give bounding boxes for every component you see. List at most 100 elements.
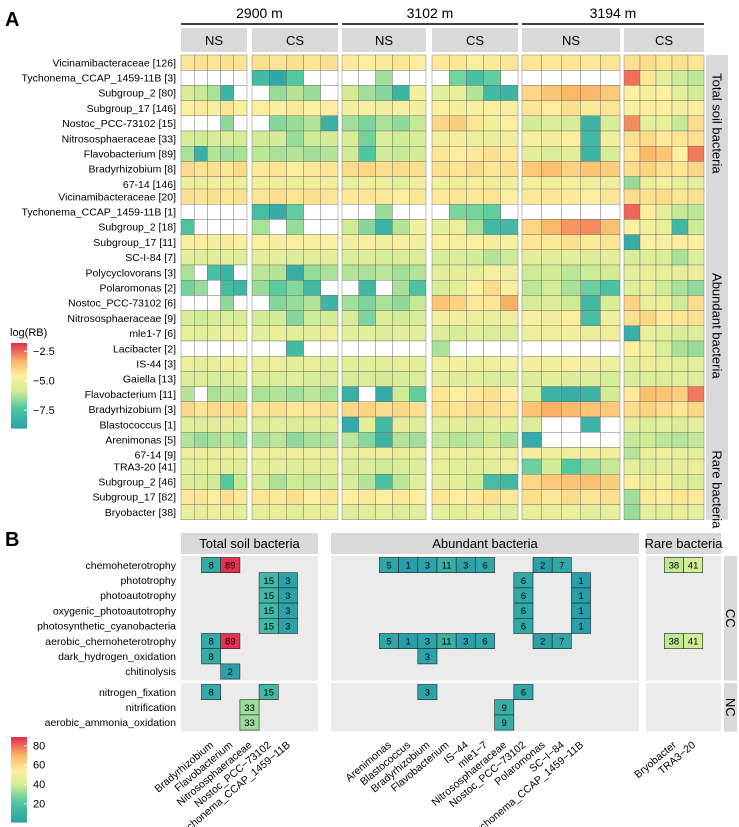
heatmap-cell — [466, 356, 484, 372]
function-cell — [220, 633, 241, 649]
heatmap-cell — [251, 432, 270, 448]
heatmap-cell — [207, 234, 221, 251]
heatmap-cell — [193, 100, 208, 116]
heatmap-cell — [561, 325, 582, 342]
legend-gradient-step — [11, 771, 27, 774]
column-group-label: Rare bacteria — [644, 536, 723, 551]
heatmap-cell — [580, 356, 601, 372]
heatmap-cell — [392, 264, 410, 281]
function-cell-value: 8 — [208, 561, 213, 572]
row-label: Tychonema_CCAP_1459-11B [1] — [22, 207, 177, 219]
heatmap-cell — [358, 203, 376, 220]
heatmap-cell — [269, 85, 287, 101]
heatmap-cell — [358, 458, 376, 475]
heatmap-cell — [431, 458, 450, 475]
heatmap-cell — [483, 310, 502, 327]
heatmap-cell — [561, 416, 582, 433]
heatmap-cell — [639, 161, 657, 177]
heatmap-cell — [671, 69, 689, 86]
heatmap-cell — [655, 371, 673, 387]
heatmap-cell — [220, 203, 235, 220]
heatmap-cell — [303, 115, 322, 132]
function-cell-value: 15 — [263, 576, 274, 587]
heatmap-cell — [466, 115, 484, 132]
heatmap-cell — [409, 249, 427, 266]
heatmap-cell — [269, 249, 287, 266]
function-cell-value: 3 — [425, 688, 430, 699]
heatmap-cell — [269, 401, 287, 418]
heatmap-cell — [251, 371, 270, 387]
heatmap-cell — [303, 145, 322, 162]
heatmap-cell — [320, 489, 339, 505]
heatmap-cell — [392, 458, 410, 475]
heatmap-cell — [655, 219, 673, 235]
heatmap-cell — [320, 371, 339, 387]
heatmap-cell — [233, 474, 248, 490]
heatmap-cell — [449, 371, 467, 387]
heatmap-cell — [409, 401, 427, 418]
heatmap-cell — [580, 54, 601, 71]
heatmap-cell — [220, 188, 235, 205]
heatmap-cell — [431, 295, 450, 311]
heatmap-cell — [431, 115, 450, 132]
heatmap-cell — [639, 188, 657, 205]
legend-gradient-step — [11, 739, 27, 742]
legend-gradient-step — [11, 368, 27, 372]
heatmap-cell — [600, 69, 621, 86]
heatmap-cell — [671, 188, 689, 205]
heatmap-cell — [320, 85, 339, 101]
heatmap-cell — [358, 295, 376, 311]
heatmap-cell — [561, 130, 582, 147]
heatmap-cell — [431, 234, 450, 251]
legend-gradient-step — [11, 756, 27, 759]
heatmap-cell — [341, 504, 359, 521]
heatmap-cell — [193, 264, 208, 281]
heatmap-cell — [193, 115, 208, 132]
row-label: Vicinamibacteraceae [20] — [58, 191, 176, 203]
heatmap-cell — [409, 54, 427, 71]
heatmap-cell — [303, 264, 322, 281]
function-cell-value: 1 — [406, 637, 411, 648]
heatmap-cell — [500, 264, 519, 281]
heatmap-cell — [541, 340, 562, 357]
heatmap-cell — [392, 474, 410, 490]
heatmap-cell — [320, 280, 339, 296]
heatmap-cell — [303, 504, 322, 521]
heatmap-cell — [409, 280, 427, 296]
heatmap-cell — [639, 295, 657, 311]
heatmap-cell — [341, 474, 359, 490]
heatmap-cell — [392, 432, 410, 448]
heatmap-cell — [320, 249, 339, 266]
heatmap-cell — [541, 100, 562, 116]
heatmap-cell — [655, 474, 673, 490]
heatmap-cell — [193, 188, 208, 205]
heatmap-cell — [375, 234, 393, 251]
heatmap-cell — [541, 145, 562, 162]
heatmap-cell — [220, 145, 235, 162]
heatmap-cell — [251, 386, 270, 403]
heatmap-cell — [286, 386, 304, 403]
heatmap-cell — [600, 100, 621, 116]
heatmap-cell — [233, 115, 248, 132]
heatmap-cell — [580, 145, 601, 162]
legend-gradient-step — [11, 754, 27, 757]
heatmap-cell — [431, 474, 450, 490]
heatmap-cell — [392, 295, 410, 311]
heatmap-cell — [207, 371, 221, 387]
row-label: 67-14 [146] — [123, 179, 176, 191]
heatmap-cell — [449, 310, 467, 327]
section-strip — [706, 459, 728, 520]
heatmap-cell — [600, 489, 621, 505]
heatmap-cell — [286, 340, 304, 357]
heatmap-cell — [600, 219, 621, 235]
heatmap-cell — [541, 249, 562, 266]
heatmap-cell — [193, 69, 208, 86]
heatmap-cell — [483, 85, 502, 101]
heatmap-cell — [193, 85, 208, 101]
heatmap-cell — [521, 54, 542, 71]
heatmap-cell — [193, 416, 208, 433]
column-group-strip — [181, 533, 318, 554]
heatmap-cell — [623, 340, 641, 357]
heatmap-cell — [431, 489, 450, 505]
